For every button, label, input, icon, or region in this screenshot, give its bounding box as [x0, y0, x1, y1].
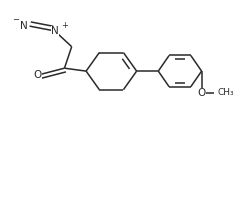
Text: +: +	[61, 21, 68, 30]
Text: N: N	[20, 21, 27, 31]
Text: CH₃: CH₃	[217, 88, 234, 97]
Text: O: O	[197, 88, 206, 98]
Text: −: −	[12, 15, 19, 24]
Text: O: O	[34, 70, 42, 80]
Text: N: N	[51, 26, 59, 36]
